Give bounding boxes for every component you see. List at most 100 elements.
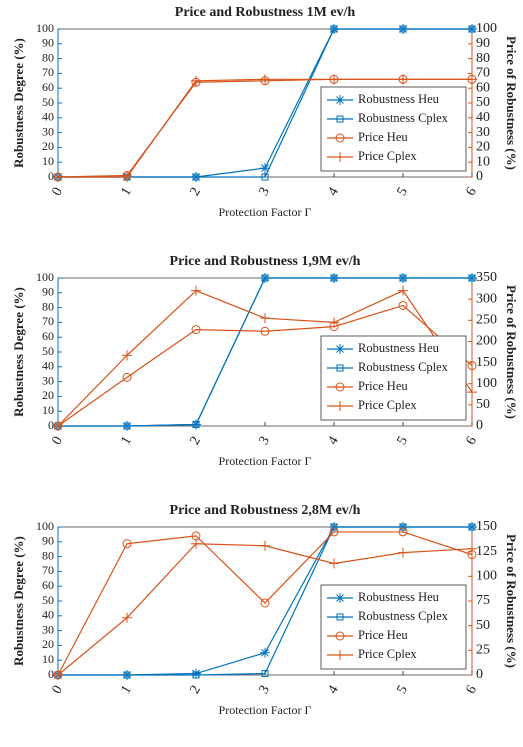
legend-label: Robustness Heu <box>358 92 440 106</box>
legend-label: Robustness Cplex <box>358 111 449 125</box>
y2-axis-label: Price of Robustness (%) <box>504 534 519 668</box>
marker <box>330 274 338 282</box>
marker <box>191 325 201 335</box>
y2-tick-label: 100 <box>476 569 497 584</box>
x-axis-label: Protection Factor Γ <box>219 703 312 717</box>
marker <box>398 74 408 85</box>
marker <box>122 350 132 361</box>
x-tick-label: 4 <box>326 185 342 199</box>
x-tick-label: 6 <box>464 683 480 697</box>
legend-marker <box>335 152 345 162</box>
marker <box>123 671 131 679</box>
y2-tick-label: 20 <box>476 140 490 155</box>
x-tick-label: 4 <box>326 434 342 448</box>
x-tick-label: 1 <box>119 185 135 199</box>
marker <box>467 361 477 371</box>
marker <box>329 558 339 569</box>
y2-tick-label: 40 <box>476 110 490 125</box>
x-tick-label: 5 <box>395 185 411 199</box>
y-tick-label: 50 <box>42 95 54 109</box>
y-tick-label: 40 <box>42 359 54 373</box>
marker <box>191 75 201 86</box>
y2-axis-label: Price of Robustness (%) <box>504 285 519 419</box>
y2-tick-label: 250 <box>476 313 497 328</box>
x-tick-label: 1 <box>119 683 135 697</box>
y-tick-label: 50 <box>42 593 54 607</box>
y-tick-label: 10 <box>42 154 54 168</box>
marker <box>122 612 132 623</box>
series-line <box>58 277 472 427</box>
y-tick-label: 70 <box>42 314 54 328</box>
y2-tick-label: 100 <box>476 21 497 36</box>
y-tick-label: 10 <box>42 652 54 666</box>
legend-label: Price Cplex <box>358 398 417 412</box>
marker <box>261 173 269 181</box>
y-tick-label: 60 <box>42 80 54 94</box>
x-tick-label: 3 <box>257 185 273 199</box>
x-tick-label: 0 <box>50 683 66 697</box>
y-tick-label: 60 <box>42 578 54 592</box>
marker <box>123 422 131 430</box>
x-tick-label: 2 <box>188 185 204 199</box>
marker <box>399 25 407 33</box>
y-tick-label: 70 <box>42 65 54 79</box>
marker <box>191 668 201 679</box>
marker <box>53 172 63 182</box>
y2-tick-label: 30 <box>476 125 490 140</box>
x-tick-label: 0 <box>50 185 66 199</box>
marker <box>330 25 338 33</box>
marker <box>192 421 200 429</box>
marker <box>329 527 339 537</box>
y-axis-label: Robustness Degree (%) <box>11 38 26 168</box>
y-tick-label: 80 <box>42 299 54 313</box>
y-tick-label: 90 <box>42 285 54 299</box>
y-tick-label: 80 <box>42 548 54 562</box>
y-tick-label: 100 <box>36 270 54 284</box>
y2-tick-label: 90 <box>476 36 490 51</box>
y2-tick-label: 150 <box>476 355 497 370</box>
y-tick-label: 90 <box>42 534 54 548</box>
legend-label: Price Cplex <box>358 149 417 163</box>
legend-marker <box>335 593 345 603</box>
legend-label: Price Heu <box>358 628 408 642</box>
x-tick-label: 0 <box>50 434 66 448</box>
marker <box>261 670 269 678</box>
y-axis-label: Robustness Degree (%) <box>11 287 26 417</box>
marker <box>260 647 270 658</box>
marker <box>260 74 270 85</box>
marker <box>398 285 408 296</box>
legend-marker <box>335 133 345 143</box>
series-line <box>58 526 472 676</box>
marker <box>398 527 408 537</box>
y-tick-label: 80 <box>42 50 54 64</box>
chart-title: Price and Robustness 1M ev/h <box>175 5 356 20</box>
y2-tick-label: 70 <box>476 66 490 81</box>
y-tick-label: 100 <box>36 21 54 35</box>
x-tick-label: 5 <box>395 683 411 697</box>
chart-title: Price and Robustness 2,8M ev/h <box>170 503 361 518</box>
x-tick-label: 3 <box>257 683 273 697</box>
marker <box>467 387 477 398</box>
x-tick-label: 2 <box>188 434 204 448</box>
marker <box>122 372 132 382</box>
x-tick-label: 5 <box>395 434 411 448</box>
y-tick-label: 100 <box>36 519 54 533</box>
y-tick-label: 60 <box>42 329 54 343</box>
y2-tick-label: 150 <box>476 519 497 534</box>
y2-tick-label: 50 <box>476 618 490 633</box>
marker <box>260 163 270 174</box>
y-axis-label: Robustness Degree (%) <box>11 536 26 666</box>
marker <box>192 173 200 181</box>
y-tick-label: 10 <box>42 403 54 417</box>
marker <box>122 539 132 549</box>
y2-tick-label: 10 <box>476 154 490 169</box>
y-tick-label: 70 <box>42 563 54 577</box>
x-axis-label: Protection Factor Γ <box>219 454 312 468</box>
y-tick-label: 50 <box>42 344 54 358</box>
marker <box>468 523 476 531</box>
x-tick-label: 2 <box>188 683 204 697</box>
x-tick-label: 1 <box>119 434 135 448</box>
y-tick-label: 20 <box>42 637 54 651</box>
